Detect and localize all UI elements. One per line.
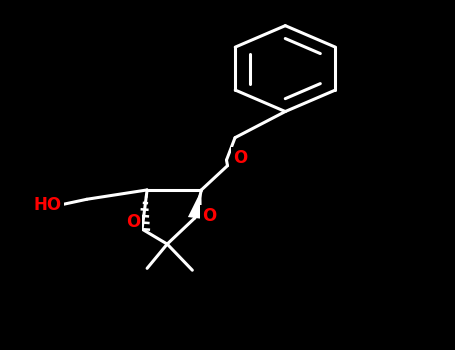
Polygon shape: [188, 190, 202, 219]
Text: O: O: [233, 149, 248, 167]
Text: O: O: [126, 214, 140, 231]
Text: HO: HO: [34, 196, 62, 214]
Text: O: O: [202, 207, 216, 225]
